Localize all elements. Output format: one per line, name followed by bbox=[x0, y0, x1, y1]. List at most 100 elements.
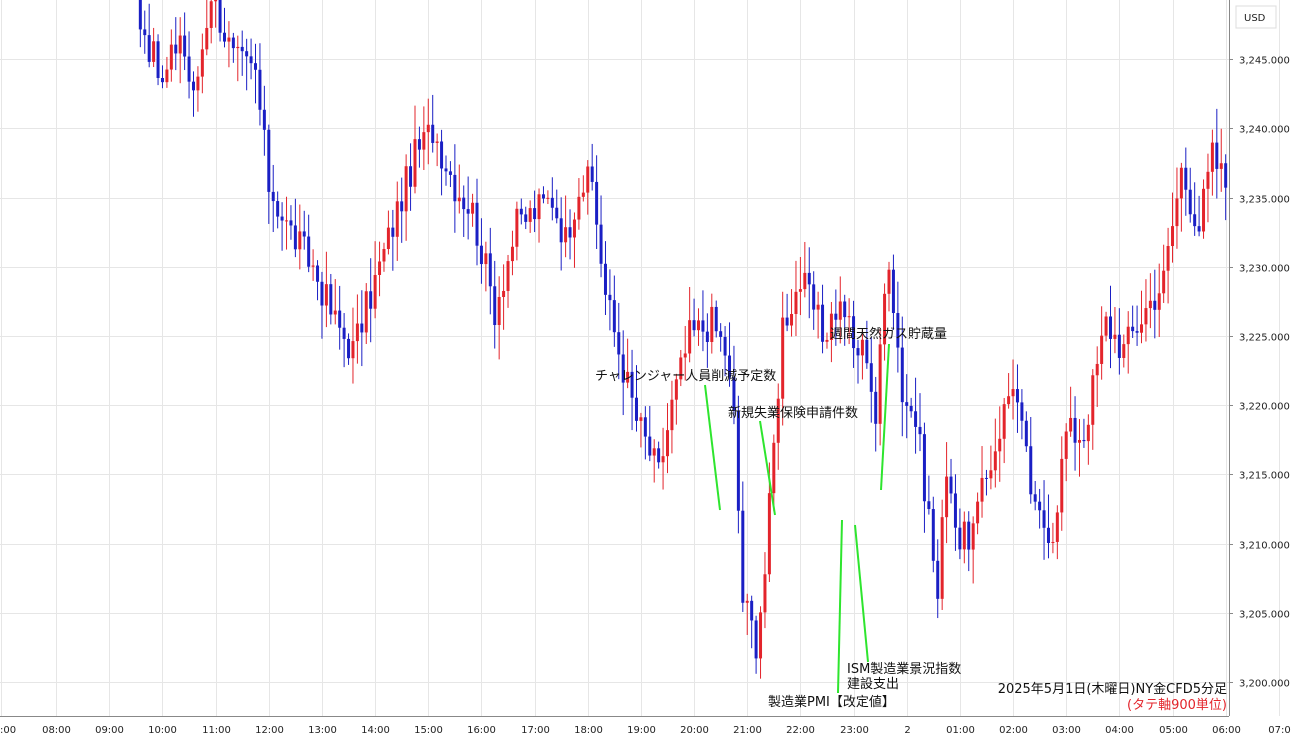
x-tick-label: 16:00 bbox=[467, 725, 496, 736]
candle-body bbox=[688, 320, 692, 354]
x-tick-label: 19:00 bbox=[627, 725, 656, 736]
candle-body bbox=[967, 521, 971, 550]
candle-body bbox=[342, 327, 346, 339]
candle-body bbox=[488, 253, 492, 287]
candle-body bbox=[865, 339, 869, 364]
candle-body bbox=[1206, 171, 1210, 189]
candle-body bbox=[976, 501, 980, 524]
candle-body bbox=[364, 291, 368, 333]
candle-body bbox=[772, 442, 776, 494]
candle-body bbox=[953, 493, 957, 528]
annotation-construction: 建設支出 bbox=[847, 676, 899, 692]
candle-body bbox=[922, 434, 926, 502]
candle-body bbox=[856, 348, 860, 356]
candle-body bbox=[763, 574, 767, 613]
y-tick-label: 3,245.000 bbox=[1239, 56, 1290, 67]
candle-body bbox=[178, 35, 182, 54]
candle-body bbox=[1140, 324, 1144, 333]
candle-body bbox=[227, 37, 231, 42]
candle-body bbox=[431, 124, 435, 143]
currency-label: USD bbox=[1244, 13, 1266, 24]
candle-body bbox=[648, 436, 652, 456]
candle-body bbox=[409, 166, 413, 187]
candle-body bbox=[1219, 163, 1223, 169]
candle-body bbox=[692, 320, 696, 331]
candle-body bbox=[156, 41, 160, 78]
x-tick-label: 15:00 bbox=[414, 725, 443, 736]
candle-body bbox=[240, 46, 244, 52]
candle-body bbox=[1033, 494, 1037, 502]
candle-body bbox=[1007, 396, 1011, 405]
candle-body bbox=[754, 620, 758, 659]
x-tick-label: 13:00 bbox=[308, 725, 337, 736]
candle-body bbox=[1135, 331, 1139, 333]
candle-body bbox=[559, 218, 563, 243]
candle-body bbox=[572, 219, 576, 238]
candle-body bbox=[457, 197, 461, 202]
candle-body bbox=[803, 272, 807, 290]
candle-body bbox=[643, 417, 647, 437]
annotation-pmi: 製造業PMI【改定値】 bbox=[768, 694, 895, 710]
candle-body bbox=[723, 336, 727, 356]
candle-body bbox=[914, 411, 918, 427]
candle-body bbox=[674, 379, 678, 400]
x-tick-label: 17:00 bbox=[521, 725, 550, 736]
annotation-lines bbox=[704, 343, 890, 694]
candle-body bbox=[1109, 316, 1112, 339]
y-tick-label: 3,200.000 bbox=[1239, 679, 1290, 690]
x-tick-label: 23:00 bbox=[840, 725, 869, 736]
candle-body bbox=[510, 246, 514, 262]
candle-body bbox=[347, 338, 351, 359]
candle-body bbox=[581, 192, 585, 197]
candle-body bbox=[1046, 527, 1050, 543]
candle-body bbox=[1148, 300, 1152, 309]
y-tick-label: 3,235.000 bbox=[1239, 195, 1290, 206]
candle-body bbox=[750, 600, 754, 621]
candle-body bbox=[617, 332, 621, 355]
candle-body bbox=[329, 284, 333, 315]
candle-body bbox=[1002, 404, 1006, 439]
candle-body bbox=[1113, 334, 1117, 339]
candle-body bbox=[258, 69, 262, 110]
x-tick-label: 12:00 bbox=[255, 725, 284, 736]
candle-body bbox=[249, 56, 253, 64]
candle-body bbox=[200, 49, 204, 77]
candle-body bbox=[1104, 316, 1108, 336]
x-tick-label: 02:00 bbox=[999, 725, 1028, 736]
x-tick-label: 11:00 bbox=[202, 725, 231, 736]
candle-body bbox=[847, 316, 851, 318]
candle-body bbox=[391, 227, 395, 237]
candle-body bbox=[612, 300, 616, 333]
y-tick-label: 3,210.000 bbox=[1239, 541, 1290, 552]
candle-body bbox=[262, 109, 266, 130]
x-tick-label: :00 bbox=[0, 725, 16, 736]
candle-body bbox=[1064, 431, 1068, 459]
candle-body bbox=[794, 291, 798, 314]
candle-body bbox=[1197, 226, 1201, 232]
candle-body bbox=[821, 304, 825, 342]
candle-body bbox=[869, 363, 873, 392]
candle-body bbox=[732, 377, 736, 411]
candle-body bbox=[798, 289, 802, 292]
candle-body bbox=[169, 44, 173, 70]
y-tick-label: 3,215.000 bbox=[1239, 471, 1290, 482]
candle-body bbox=[568, 227, 572, 238]
candle-body bbox=[586, 166, 590, 193]
candle-body bbox=[435, 141, 439, 143]
candle-body bbox=[989, 470, 993, 479]
candle-body bbox=[519, 208, 523, 215]
candle-body bbox=[1131, 326, 1135, 332]
candle-body bbox=[590, 166, 594, 182]
candle-body bbox=[661, 456, 665, 463]
candle-body bbox=[209, 1, 213, 28]
candle-body bbox=[984, 477, 988, 479]
candle-body bbox=[276, 201, 280, 217]
candle-body bbox=[1153, 300, 1157, 310]
y-tick-label: 3,220.000 bbox=[1239, 402, 1290, 413]
candle-body bbox=[533, 208, 537, 220]
candle-body bbox=[293, 225, 297, 250]
candle-body bbox=[298, 231, 302, 250]
candle-body bbox=[378, 261, 382, 275]
candle-body bbox=[891, 269, 895, 314]
